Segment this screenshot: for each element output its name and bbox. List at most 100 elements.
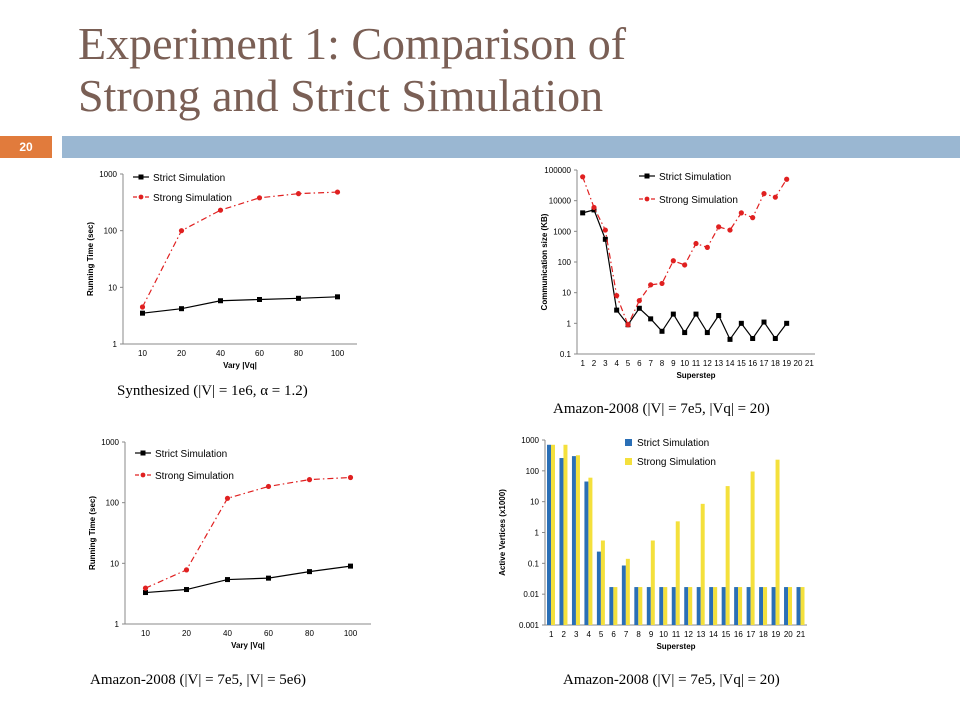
bar [771,587,776,625]
data-point [256,195,263,201]
bar [675,521,680,625]
y-tick-label: 100 [106,499,120,508]
x-tick-label: 20 [182,629,191,638]
data-point [659,328,665,334]
y-axis-title: Communication size (KB) [540,213,549,310]
data-point [693,240,699,247]
x-tick-label: 80 [294,349,303,358]
x-tick-label: 15 [737,359,746,368]
data-point [659,280,665,287]
y-tick-label: 100 [526,467,540,476]
x-tick-label: 16 [734,630,743,639]
data-point [750,336,756,342]
caption-text: Synthesized (|V| = 1e6, α = 1.2) [117,383,308,399]
data-point [265,483,272,490]
x-tick-label: 100 [331,349,345,358]
data-point [334,189,341,195]
bar [650,540,655,625]
y-tick-label: 10 [530,498,539,507]
data-point [140,310,145,316]
x-tick-label: 60 [255,349,264,358]
x-tick-label: 11 [692,359,701,368]
x-tick-label: 2 [592,359,597,368]
caption-amazon-communication: Amazon-2008 (|V| = 7e5, |Vq| = 20) [553,401,770,418]
data-point [296,295,301,301]
y-tick-label: 100 [104,227,118,236]
bar [600,540,605,625]
data-point [682,262,688,268]
caption-amazon-active-vertices: Amazon-2008 (|V| = 7e5, |Vq| = 20) [563,672,780,689]
x-tick-label: 16 [748,359,757,368]
data-point [636,305,642,311]
slide-number: 20 [0,136,52,158]
bar [700,503,705,625]
data-point [693,311,699,317]
bar [759,587,764,625]
bar [659,587,664,625]
x-tick-label: 20 [794,359,803,368]
bar [671,587,676,625]
x-tick-label: 6 [611,630,616,639]
bar [734,587,739,625]
legend-label: Strong Simulation [155,471,234,482]
legend-marker [140,472,146,478]
bar [788,587,793,625]
y-tick-label: 1 [115,620,120,629]
data-point [670,311,676,317]
data-point [580,174,586,180]
x-tick-label: 10 [659,630,668,639]
data-point [716,313,722,319]
y-axis-title: Running Time (sec) [88,496,97,570]
y-tick-label: 0.1 [560,350,572,359]
y-tick-label: 1000 [521,436,539,445]
bar [588,477,593,625]
x-tick-label: 17 [760,359,769,368]
data-point [217,207,224,213]
bar [688,587,693,625]
x-axis-title: Vary |Vq| [231,641,265,650]
legend-label: Strict Simulation [153,173,225,184]
x-tick-label: 19 [771,630,780,639]
bar [571,456,576,625]
y-tick-label: 1000 [99,170,117,179]
data-point [784,176,790,182]
bar [721,587,726,625]
legend-label: Strong Simulation [637,457,716,468]
data-point [716,224,722,230]
data-point [580,210,586,216]
bar [609,587,614,625]
data-point [306,477,313,483]
x-tick-label: 10 [680,359,689,368]
bar [775,459,780,625]
bar [800,587,805,625]
legend-label: Strict Simulation [637,438,709,449]
x-tick-label: 3 [603,359,608,368]
caption-text: Amazon-2008 (|V| = 7e5, |V| = 5e6) [90,672,306,688]
y-axis-title: Running Time (sec) [86,222,95,296]
bar [709,587,714,625]
x-tick-label: 17 [746,630,755,639]
bar [559,458,564,625]
y-tick-label: 100000 [544,166,571,175]
y-tick-label: 10000 [549,197,572,206]
data-point [704,330,710,336]
caption-amazon-running-time: Amazon-2008 (|V| = 7e5, |V| = 5e6) [90,672,306,689]
bar [621,565,626,625]
series-line [582,209,788,341]
legend-marker [138,174,144,180]
data-point [625,322,631,328]
bar [550,444,555,625]
bar [575,455,580,625]
x-tick-label: 7 [624,630,629,639]
y-tick-label: 0.01 [523,590,539,599]
x-axis-title: Superstep [676,371,715,380]
x-tick-label: 3 [574,630,579,639]
caption-synthesized: Synthesized (|V| = 1e6, α = 1.2) [117,383,308,400]
bar [713,587,718,625]
bar [563,444,568,625]
y-tick-label: 10 [110,559,119,568]
bar [750,471,755,625]
data-point [348,563,353,569]
data-point [772,194,778,200]
